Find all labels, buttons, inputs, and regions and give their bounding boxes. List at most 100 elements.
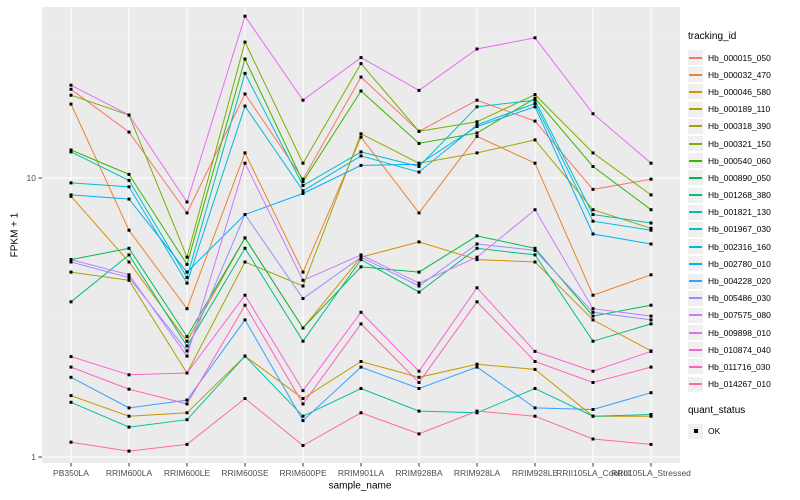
svg-text:RRIM600LA: RRIM600LA xyxy=(106,468,153,478)
legend-items: Hb_000015_050 Hb_000032_470 Hb_000046_580 H… xyxy=(688,49,798,393)
series-color-line-icon xyxy=(689,73,702,76)
data-point-square xyxy=(533,248,537,252)
data-point-square xyxy=(591,369,595,373)
data-point-square xyxy=(185,281,189,285)
data-point-square xyxy=(301,414,305,418)
legend-item: Hb_007575_080 xyxy=(688,307,798,324)
data-point-square xyxy=(69,181,73,185)
data-point-square xyxy=(185,354,189,358)
data-point-square xyxy=(533,406,537,410)
series-color-line-icon xyxy=(689,194,702,197)
legend-item: Hb_005486_030 xyxy=(688,290,798,307)
data-point-square xyxy=(417,270,421,274)
data-point-square xyxy=(591,437,595,441)
data-point-square xyxy=(301,278,305,282)
data-point-square xyxy=(69,355,73,359)
data-point-square xyxy=(127,172,131,176)
data-point-square xyxy=(185,398,189,402)
legend-label: Hb_001821_130 xyxy=(708,207,771,218)
data-point-square xyxy=(359,310,363,314)
legend-key xyxy=(688,50,703,66)
data-point-square xyxy=(533,349,537,353)
data-point-square xyxy=(417,170,421,174)
data-point-square xyxy=(185,339,189,343)
axis-ticks xyxy=(38,177,652,467)
data-point-square xyxy=(475,151,479,155)
svg-text:RRIM901LA: RRIM901LA xyxy=(338,468,385,478)
data-point-square xyxy=(475,246,479,250)
data-point-square xyxy=(301,98,305,102)
data-point-square xyxy=(359,154,363,158)
data-point-square xyxy=(243,57,247,61)
svg-text:1: 1 xyxy=(31,452,36,462)
data-point-square xyxy=(359,56,363,60)
data-point-square xyxy=(475,47,479,51)
data-point-square xyxy=(185,371,189,375)
data-point-square xyxy=(591,381,595,384)
quant-key xyxy=(688,423,703,439)
data-point-square xyxy=(69,375,73,379)
legend-key xyxy=(688,153,703,169)
data-point-square xyxy=(243,246,247,250)
legend-label: Hb_000890_050 xyxy=(708,172,771,183)
data-point-square xyxy=(359,265,363,269)
data-point-square xyxy=(359,89,363,93)
data-point-square xyxy=(417,369,421,373)
svg-text:RRIM600LE: RRIM600LE xyxy=(164,468,211,478)
data-point-square xyxy=(649,161,653,165)
legend-key xyxy=(688,118,703,134)
data-point-square xyxy=(417,281,421,285)
data-point-square xyxy=(417,290,421,294)
data-point-square xyxy=(243,104,247,108)
data-point-square xyxy=(243,397,247,400)
series-color-line-icon xyxy=(689,262,702,265)
data-point-square xyxy=(475,234,479,238)
data-point-square xyxy=(69,440,73,444)
black-square-marker-icon xyxy=(693,429,698,434)
data-point-square xyxy=(475,123,479,127)
data-point-square xyxy=(591,165,595,168)
x-tick-labels: PB350LA RRIM600LA RRIM600LE RRIM600SE RRIM60… xyxy=(53,468,691,478)
legend-key xyxy=(688,101,703,117)
data-point-square xyxy=(185,262,189,266)
data-point-square xyxy=(243,293,247,297)
data-point-square xyxy=(127,197,131,201)
legend-item: Hb_000189_110 xyxy=(688,101,798,118)
series-color-line-icon xyxy=(689,245,702,248)
series-color-line-icon xyxy=(689,142,702,145)
data-point-square xyxy=(243,92,247,96)
data-point-square xyxy=(301,189,305,193)
data-point-square xyxy=(475,242,479,246)
data-point-square xyxy=(475,98,479,102)
legend-item: Hb_011716_030 xyxy=(688,358,798,375)
legend-label: Hb_000032_470 xyxy=(708,69,771,80)
data-point-square xyxy=(127,246,131,250)
data-point-square xyxy=(301,161,305,165)
series-color-line-icon xyxy=(689,383,702,386)
legend-item: Hb_010874_040 xyxy=(688,341,798,358)
svg-text:RRIM928LA: RRIM928LA xyxy=(454,468,501,478)
legend-key xyxy=(688,67,703,83)
data-point-square xyxy=(649,442,653,446)
data-point-square xyxy=(69,300,73,304)
legend-key xyxy=(688,187,703,203)
legend-item: Hb_002780_010 xyxy=(688,255,798,272)
legend-item: Hb_000046_580 xyxy=(688,83,798,100)
data-point-square xyxy=(591,219,595,223)
data-point-square xyxy=(243,40,247,44)
data-point-square xyxy=(533,98,537,102)
data-point-square xyxy=(359,360,363,363)
data-point-square xyxy=(649,365,653,369)
data-point-square xyxy=(359,135,363,139)
data-point-square xyxy=(243,236,247,240)
series-color-line-icon xyxy=(689,365,702,368)
data-point-square xyxy=(185,402,189,406)
data-point-square xyxy=(127,178,131,182)
x-axis-title: sample_name xyxy=(328,480,392,492)
data-point-square xyxy=(127,373,131,377)
data-point-square xyxy=(185,335,189,339)
series-color-line-icon xyxy=(689,228,702,231)
data-point-square xyxy=(649,193,653,197)
data-point-square xyxy=(185,344,189,348)
